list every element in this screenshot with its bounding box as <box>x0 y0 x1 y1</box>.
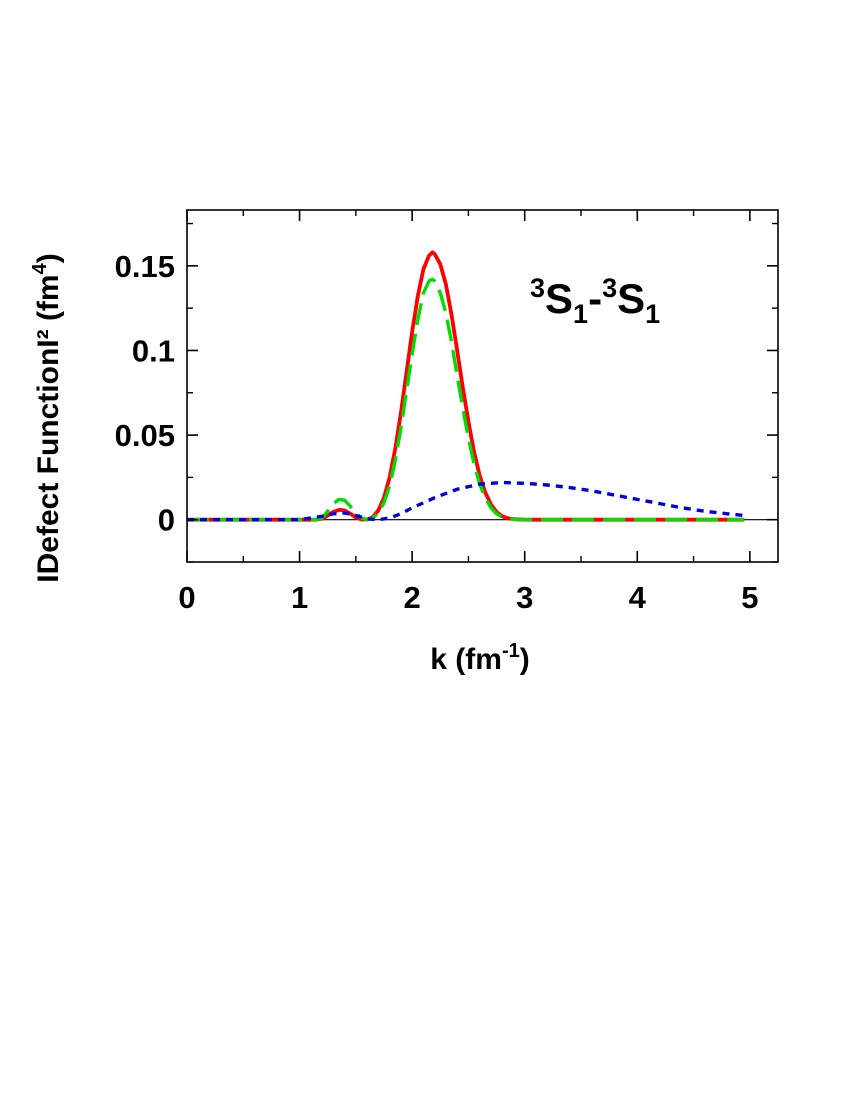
y-tick-labels: 0 0.05 0.1 0.15 <box>115 249 175 538</box>
x-tick-label: 3 <box>516 580 533 615</box>
y-tick-label: 0.15 <box>115 249 175 284</box>
x-tick-labels: 0 1 2 3 4 5 <box>178 580 758 615</box>
x-tick-label: 5 <box>741 580 758 615</box>
x-tick-label: 2 <box>404 580 421 615</box>
x-tick-label: 0 <box>178 580 195 615</box>
y-tick-label: 0 <box>158 503 175 538</box>
ticks-layer <box>186 210 778 563</box>
series-line-dashed <box>187 277 745 522</box>
wave-annotation: 3S1-3S1 <box>530 273 660 329</box>
x-tick-label: 4 <box>629 580 647 615</box>
y-axis-title: IDefect FunctionI² (fm4) <box>29 253 65 582</box>
x-axis-title: k (fm-1) <box>430 640 529 676</box>
series-layer <box>187 250 745 522</box>
y-tick-label: 0.1 <box>132 333 175 368</box>
series-line-dotted <box>187 480 745 522</box>
x-tick-label: 1 <box>291 580 308 615</box>
plot-frame <box>186 209 779 563</box>
y-tick-label: 0.05 <box>115 418 175 453</box>
